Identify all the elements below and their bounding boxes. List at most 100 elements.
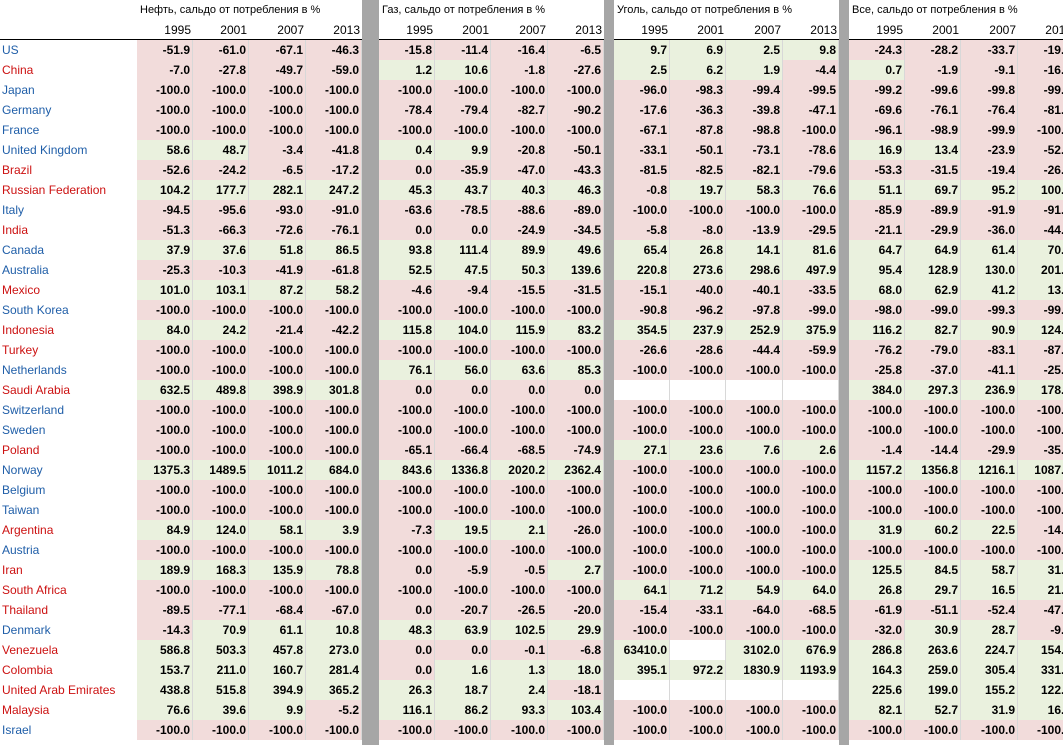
value-cell: 282.1 [249, 180, 306, 200]
value-cell: 28.7 [961, 620, 1018, 640]
value-cell: -100.0 [783, 700, 839, 720]
value-cell: 82.1 [849, 700, 905, 720]
country-name: South Africa [2, 583, 67, 597]
value-cell: -25.3 [137, 260, 193, 280]
value-cell: 31.9 [1018, 560, 1063, 580]
table-row: Russian Federation 104.2 177.7 282.1 247.2 45… [0, 180, 1063, 200]
value-cell: 122.5 [1018, 680, 1063, 700]
value-cell: 259.0 [905, 660, 961, 680]
table-row: Austria -100.0 -100.0 -100.0 -100.0 -100.0 -10… [0, 540, 1063, 560]
value-cell: 843.6 [379, 460, 435, 480]
table-row: Japan -100.0 -100.0 -100.0 -100.0 -100.0 -100.… [0, 80, 1063, 100]
value-cell: 236.9 [961, 380, 1018, 400]
value-cell: -21.4 [249, 320, 306, 340]
value-cell: 155.2 [961, 680, 1018, 700]
year-header: 1995 [164, 23, 191, 37]
country-name: Canada [2, 243, 45, 257]
value-cell: -100.0 [726, 500, 783, 520]
value-cell: -100.0 [193, 540, 249, 560]
value-cell: -100.0 [726, 720, 783, 740]
country-name: Switzerland [2, 403, 65, 417]
country-name: France [2, 123, 40, 137]
value-cell: -100.0 [670, 420, 726, 440]
year-header: 1995 [406, 23, 433, 37]
value-cell: -76.4 [961, 100, 1018, 120]
value-cell: -73.1 [726, 140, 783, 160]
value-cell: -20.8 [491, 140, 548, 160]
value-cell: -100.0 [379, 400, 435, 420]
value-cell: 26.8 [670, 240, 726, 260]
value-cell: -100.0 [726, 620, 783, 640]
value-cell: 26.8 [849, 580, 905, 600]
value-cell: 0.0 [491, 380, 548, 400]
value-cell: -66.3 [193, 220, 249, 240]
value-cell: -49.7 [249, 60, 306, 80]
value-cell: -88.6 [491, 200, 548, 220]
year-header: 2013 [1045, 23, 1063, 37]
value-cell: -100.0 [306, 480, 362, 500]
value-cell: -100.0 [905, 420, 961, 440]
value-cell: 632.5 [137, 380, 193, 400]
value-cell: -100.0 [137, 80, 193, 100]
year-header: 1995 [641, 23, 668, 37]
country-name: Colombia [2, 663, 53, 677]
value-cell: -97.8 [726, 300, 783, 320]
value-cell: 281.4 [306, 660, 362, 680]
year-header: 2001 [462, 23, 489, 37]
country-name: Norway [2, 463, 43, 477]
value-cell: -3.4 [249, 140, 306, 160]
table-row: United Arab Emirates 438.8 515.8 394.9 365.2… [0, 680, 1063, 700]
value-cell: -68.4 [249, 600, 306, 620]
value-cell: 273.0 [306, 640, 362, 660]
value-cell: 297.3 [905, 380, 961, 400]
value-cell: -25.6 [1018, 360, 1063, 380]
value-cell: -100.0 [193, 440, 249, 460]
value-cell: -100.0 [849, 420, 905, 440]
country-name: Brazil [2, 163, 33, 177]
value-cell: -100.0 [379, 80, 435, 100]
value-cell: -51.9 [137, 40, 193, 60]
value-cell: -20.0 [548, 600, 604, 620]
value-cell: -100.0 [193, 100, 249, 120]
value-cell: -8.0 [670, 220, 726, 240]
table-row: Switzerland -100.0 -100.0 -100.0 -100.0 -100.… [0, 400, 1063, 420]
value-cell: -76.1 [905, 100, 961, 120]
value-cell: -100.0 [726, 420, 783, 440]
value-cell: 69.7 [905, 180, 961, 200]
value-cell: -51.3 [137, 220, 193, 240]
value-cell: -100.0 [548, 480, 604, 500]
value-cell: -31.5 [548, 280, 604, 300]
value-cell: -100.0 [670, 720, 726, 740]
value-cell: 395.1 [614, 660, 670, 680]
value-cell [670, 380, 726, 400]
value-cell: -100.0 [193, 340, 249, 360]
value-cell: 6.2 [670, 60, 726, 80]
value-cell: -82.5 [670, 160, 726, 180]
value-cell: 76.6 [137, 700, 193, 720]
value-cell: -42.2 [306, 320, 362, 340]
country-name: United Kingdom [2, 143, 88, 157]
value-cell: 93.3 [491, 700, 548, 720]
value-cell: -100.0 [306, 100, 362, 120]
value-cell: 48.7 [193, 140, 249, 160]
value-cell: -100.0 [670, 400, 726, 420]
value-cell: -77.1 [193, 600, 249, 620]
value-cell: -100.0 [249, 80, 306, 100]
value-cell: -100.0 [435, 480, 491, 500]
group-title-gas: Газ, сальдо от потребления в % [382, 4, 546, 16]
value-cell: 398.9 [249, 380, 306, 400]
value-cell: 37.6 [193, 240, 249, 260]
value-cell: 220.8 [614, 260, 670, 280]
value-cell: 58.6 [137, 140, 193, 160]
value-cell: -63.6 [379, 200, 435, 220]
value-cell: -100.0 [905, 500, 961, 520]
value-cell: -33.1 [670, 600, 726, 620]
country-name: Germany [2, 103, 52, 117]
value-cell: -100.0 [1018, 400, 1063, 420]
value-cell: -100.0 [783, 420, 839, 440]
value-cell: 125.5 [849, 560, 905, 580]
value-cell: -53.3 [849, 160, 905, 180]
value-cell [726, 680, 783, 700]
value-cell: -98.3 [670, 80, 726, 100]
value-cell: -100.0 [905, 400, 961, 420]
